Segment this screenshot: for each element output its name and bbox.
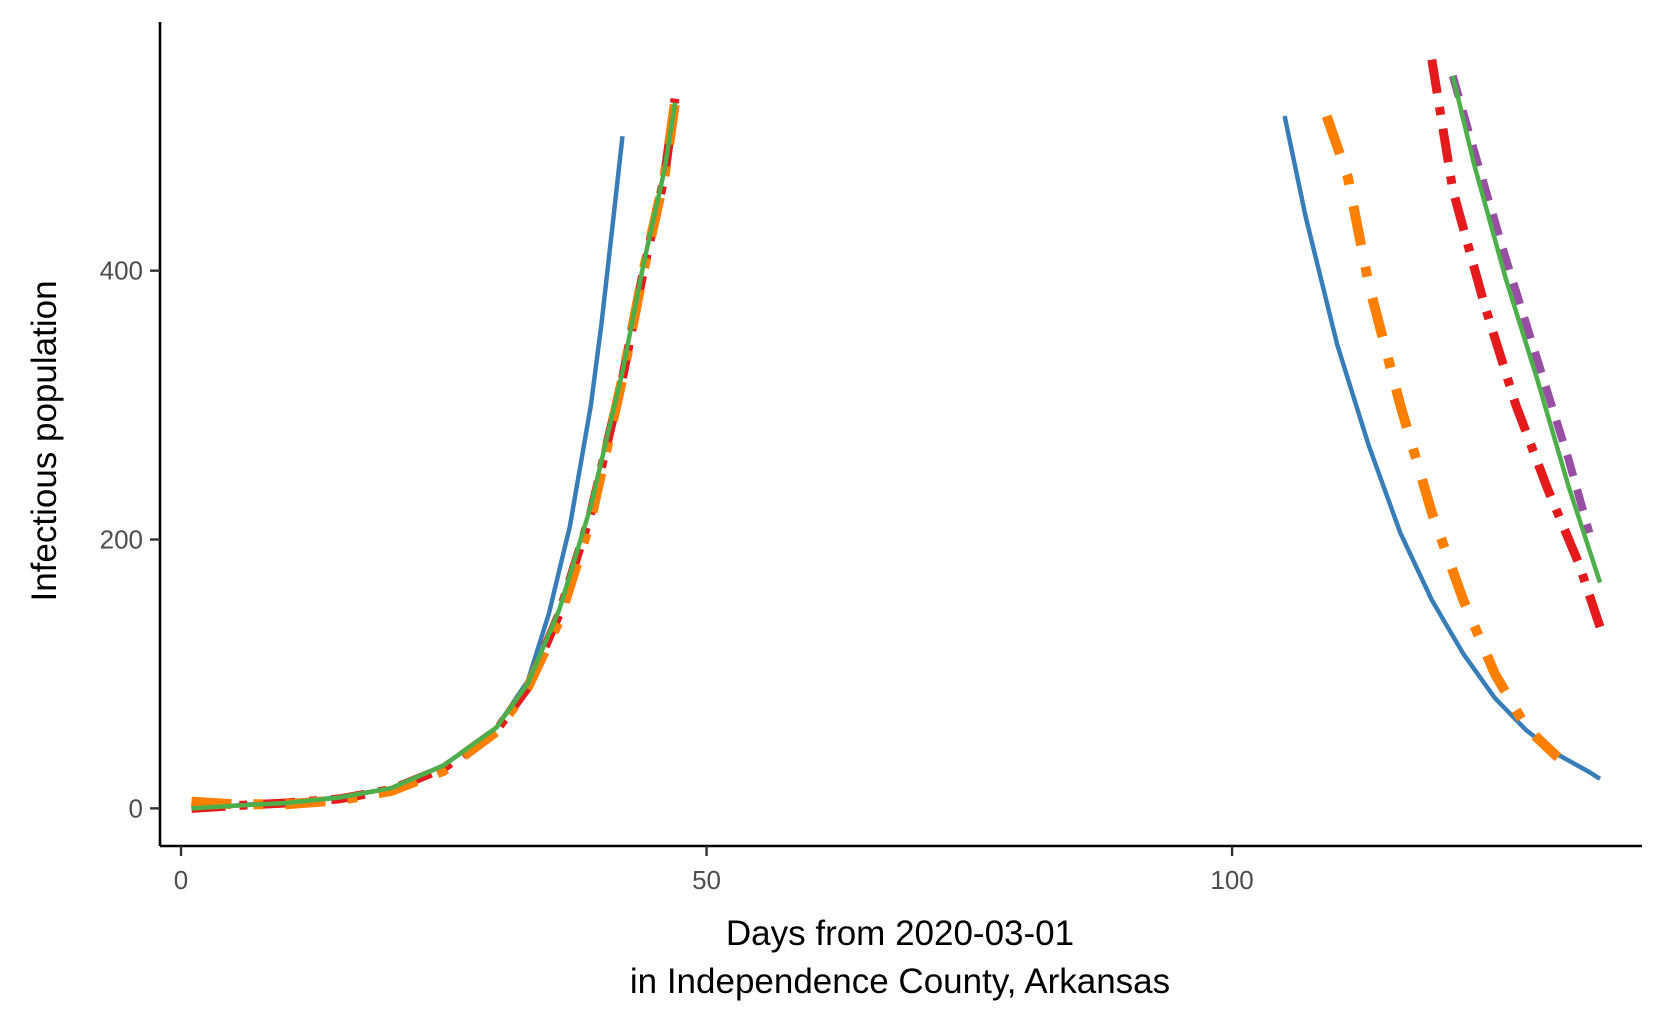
y-tick-label: 0 <box>129 793 143 823</box>
series-layer <box>191 58 1605 813</box>
x-tick-label: 50 <box>692 865 721 895</box>
series-2-line-segment-0 <box>1448 74 1594 534</box>
series-3-line-segment-1 <box>1321 114 1562 761</box>
x-axis-title-line-1: Days from 2020-03-01 <box>726 914 1074 953</box>
series-0-line-segment-0 <box>191 136 625 811</box>
series-1-line-segment-1 <box>1427 58 1605 629</box>
x-tick-label: 0 <box>174 865 188 895</box>
y-tick-label: 200 <box>100 525 143 555</box>
y-tick-label: 400 <box>100 256 143 286</box>
tick-layer: 0 50 100 0 200 400 <box>100 256 1254 895</box>
series-4-line-segment-0 <box>191 102 678 811</box>
x-axis-title-line-2: in Independence County, Arkansas <box>630 962 1170 1001</box>
x-tick-label: 100 <box>1210 865 1253 895</box>
series-4-line-segment-1 <box>1450 75 1603 584</box>
y-axis-title: Infectious population <box>25 280 64 601</box>
series-0-line-segment-1 <box>1282 115 1602 781</box>
